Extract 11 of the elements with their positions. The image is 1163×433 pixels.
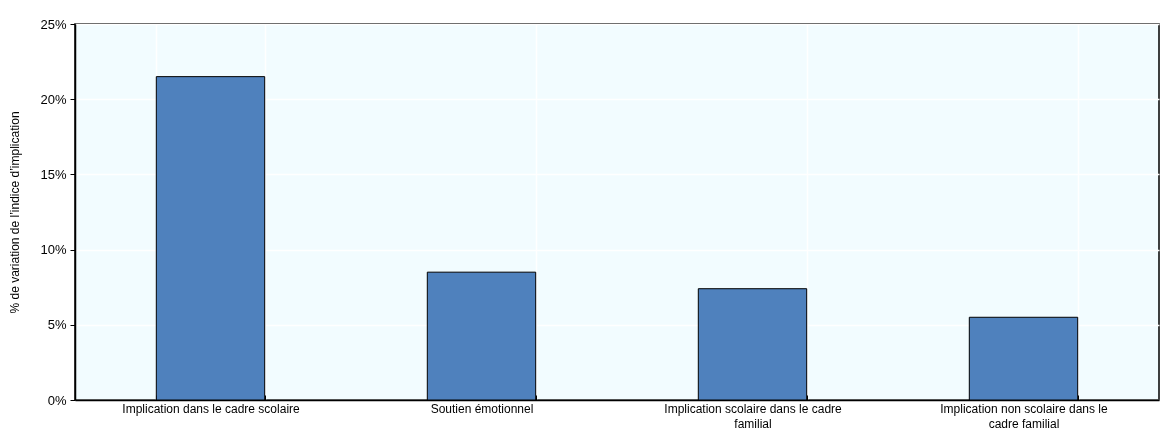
x-tick-label: Implication scolaire dans le cadre familial <box>664 401 843 431</box>
y-tick-label: 20% <box>40 91 67 107</box>
x-tick-label: Implication dans le cadre scolaire <box>122 401 301 416</box>
x-tick-label: Soutien émotionnel <box>430 401 534 416</box>
y-axis-title: % de variation de l’indice d’implication <box>8 111 23 314</box>
y-tick-label: 10% <box>40 242 67 258</box>
x-tick-label: Implication non scolaire dans le cadre familial <box>940 401 1109 431</box>
y-tick-label: 15% <box>40 166 67 182</box>
y-tick-label: 0% <box>47 392 67 408</box>
y-tick-label: 5% <box>47 317 67 333</box>
y-tick-label: 25% <box>40 16 67 32</box>
